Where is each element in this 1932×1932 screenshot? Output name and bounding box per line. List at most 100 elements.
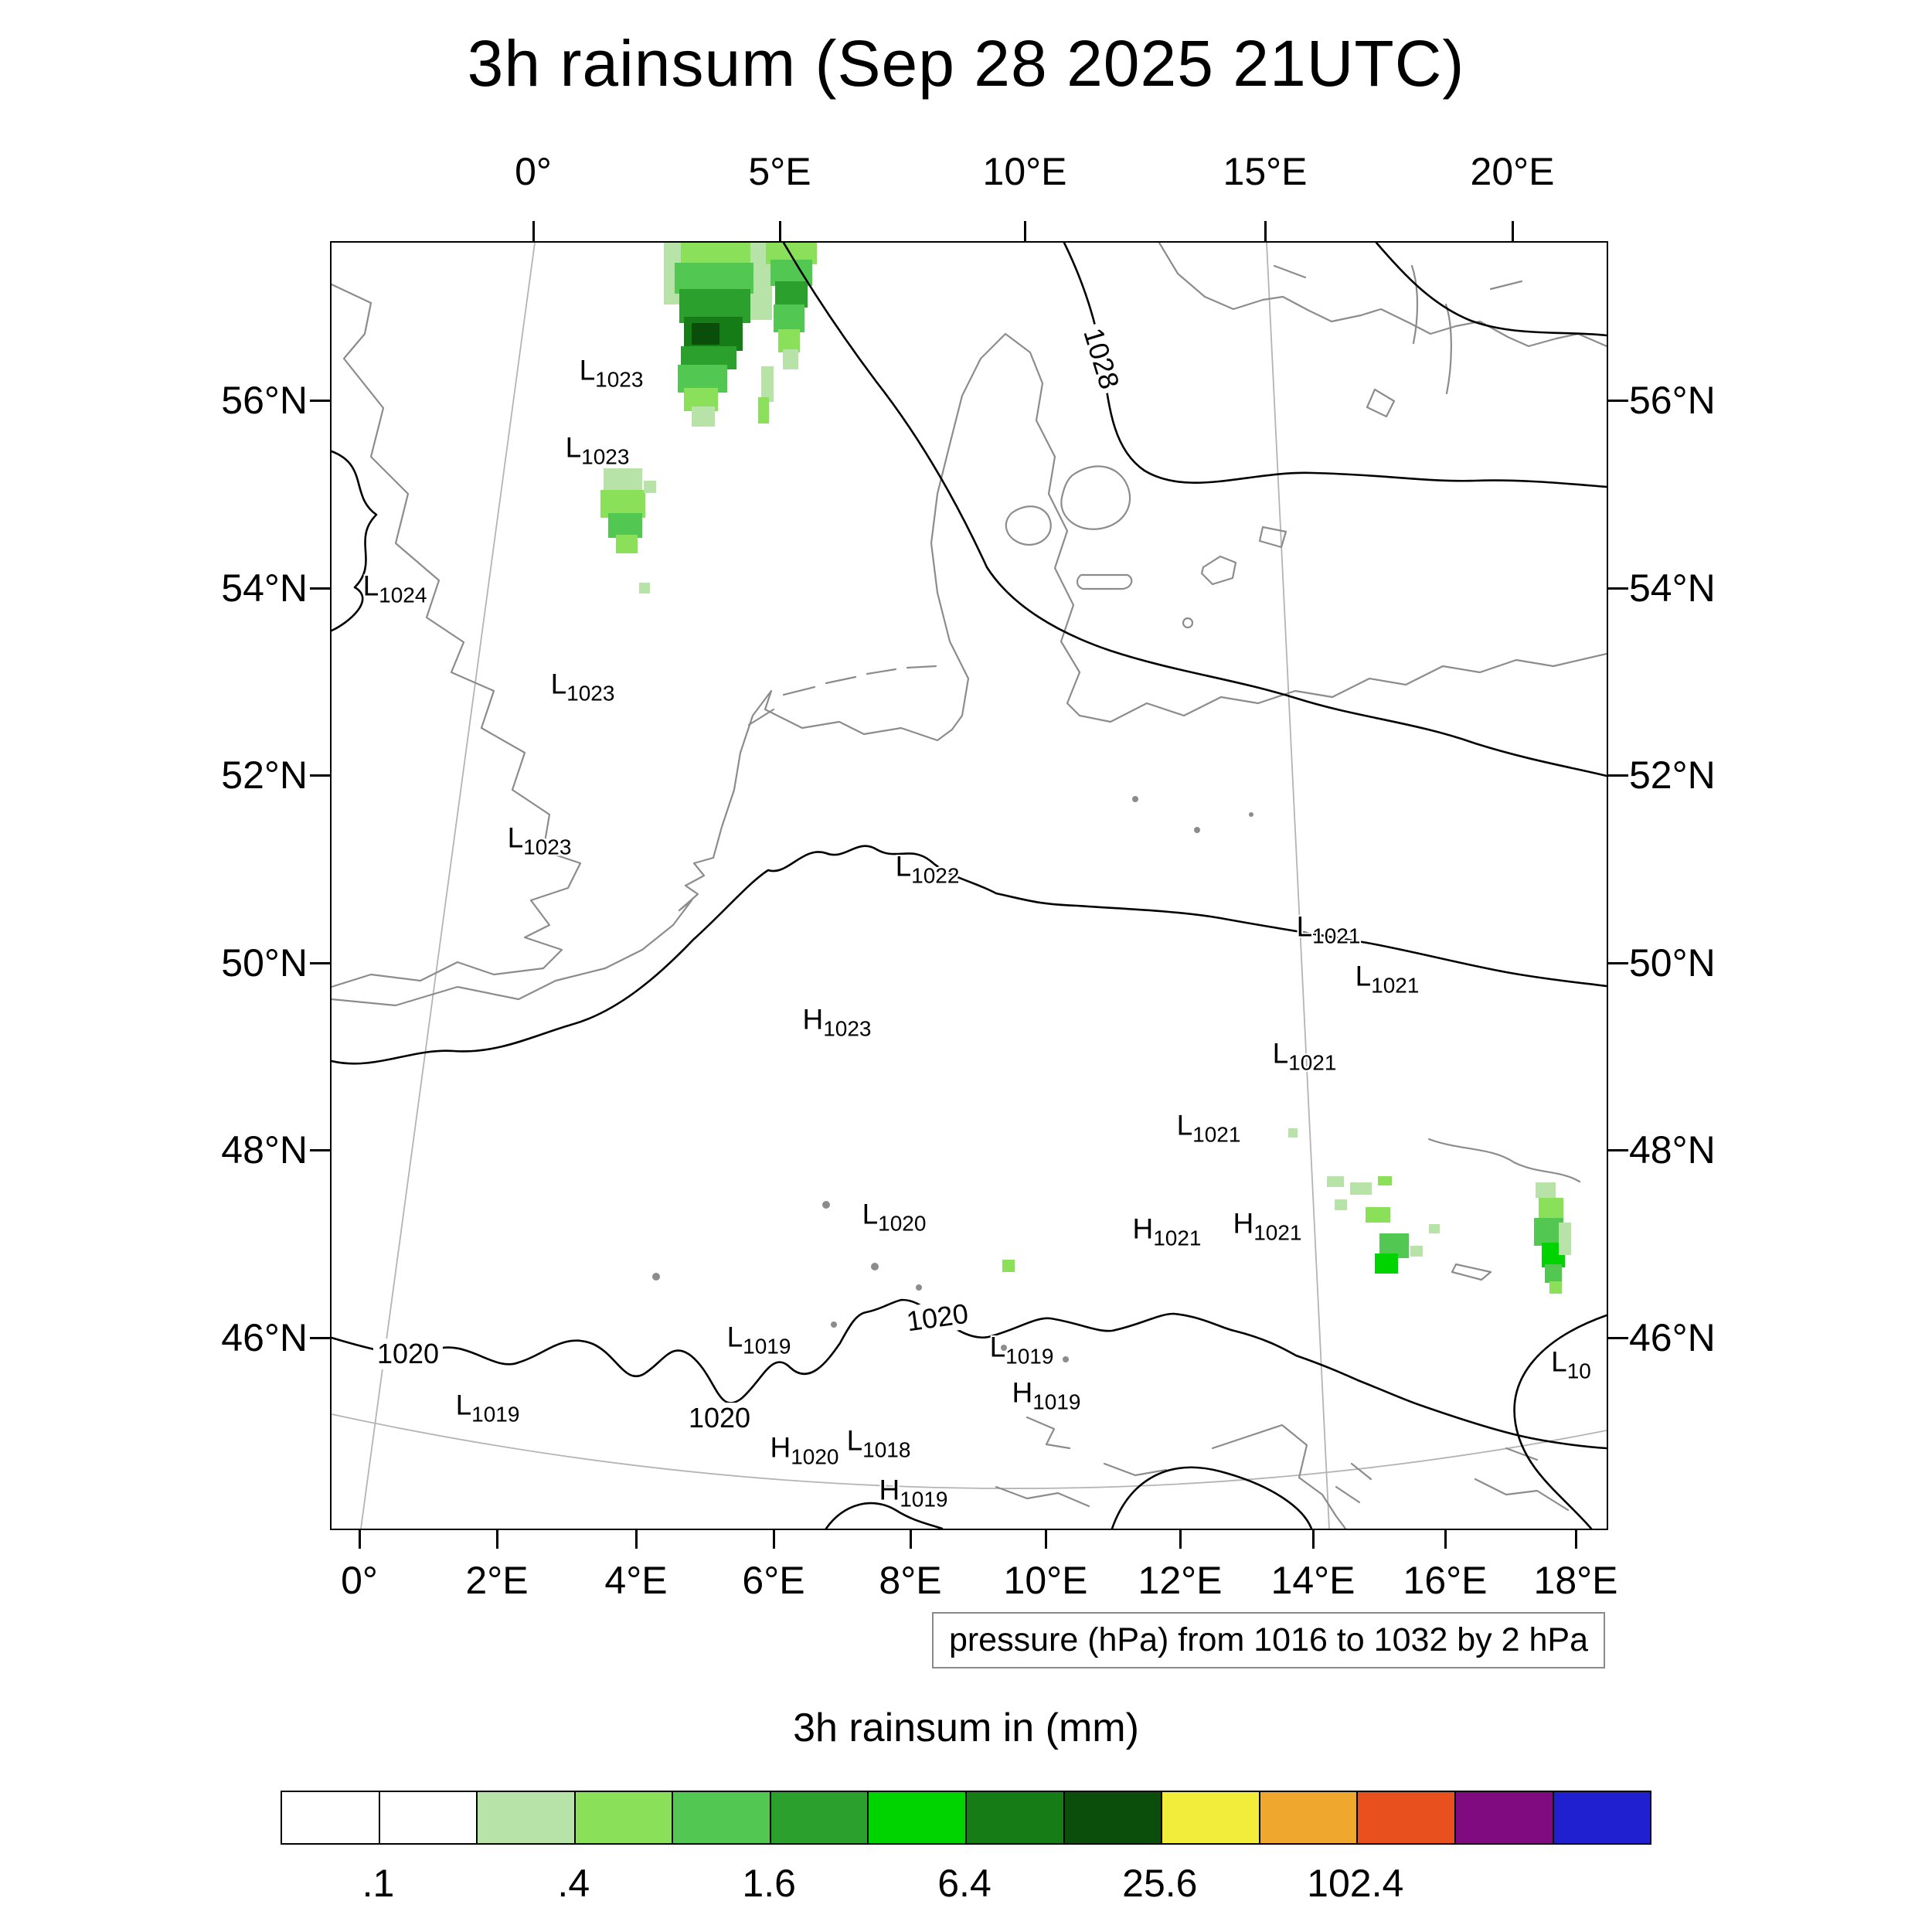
pressure-letter: H — [879, 1474, 900, 1506]
pressure-value: 1023 — [823, 1016, 872, 1041]
axis-tick-right — [1608, 1336, 1628, 1339]
rain-cell — [761, 366, 774, 402]
pressure-value: 1019 — [900, 1487, 948, 1512]
colorbar-cell — [282, 1792, 380, 1843]
colorbar-tick-label: .1 — [362, 1862, 395, 1905]
isobar-1030 — [1375, 243, 1607, 337]
rain-cell — [1549, 1281, 1562, 1294]
pressure-value: 1024 — [379, 583, 427, 607]
pressure-letter: L — [1296, 910, 1313, 943]
page-title: 3h rainsum (Sep 28 2025 21UTC) — [467, 27, 1465, 100]
axis-tick-bottom — [1044, 1529, 1047, 1549]
rain-cell — [1335, 1199, 1347, 1210]
pressure-letter: H — [1132, 1213, 1154, 1245]
pressure-value: 1021 — [1253, 1220, 1302, 1245]
rain-cell — [616, 535, 638, 553]
coast-britain — [332, 283, 582, 988]
pressure-value: 1023 — [523, 835, 572, 859]
pressure-center-label: L1023 — [508, 823, 572, 858]
parallel-45n — [332, 1413, 1607, 1489]
coast-sjaelland — [1060, 465, 1131, 530]
axis-tick-bottom — [1179, 1529, 1182, 1549]
map-frame: L1023 L1023 L1024 L1023 L1023 L1022 L1021 L1021… — [330, 241, 1608, 1530]
axis-tick-right — [1608, 399, 1628, 402]
rain-cell — [1288, 1128, 1298, 1138]
axis-tick-left — [310, 961, 330, 964]
axis-tick-right — [1608, 774, 1628, 777]
rain-cell — [1539, 1198, 1563, 1221]
axis-label-lon-top: 15°E — [1223, 150, 1308, 193]
pressure-center-label: L1022 — [896, 852, 960, 886]
pressure-letter: L — [507, 821, 524, 854]
meridian-15e — [1266, 243, 1330, 1529]
pressure-value: 1019 — [471, 1402, 520, 1427]
coast-bornholm — [1258, 526, 1287, 549]
pressure-letter: L — [989, 1331, 1006, 1363]
pressure-center-label: L1020 — [862, 1199, 927, 1234]
axis-label-lon-bottom: 10°E — [1003, 1559, 1088, 1602]
coast-adriatic — [1211, 1423, 1372, 1529]
pressure-center-label: L1019 — [727, 1322, 791, 1357]
pressure-letter: L — [862, 1198, 879, 1230]
coast-bottom-detail — [995, 1416, 1168, 1508]
rain-cell — [1534, 1218, 1563, 1246]
isobar-1026 — [782, 243, 1607, 777]
river-danube — [1427, 1138, 1581, 1183]
alpine-lakes — [652, 796, 1253, 1362]
pressure-center-label: L1023 — [580, 355, 644, 390]
pressure-center-label: H1023 — [802, 1005, 871, 1039]
axis-label-lon-bottom: 2°E — [465, 1559, 529, 1602]
axis-label-lat-left: 48°N — [221, 1128, 308, 1172]
rain-cell — [608, 513, 642, 538]
colorbar-tick-label: 102.4 — [1307, 1862, 1404, 1905]
coast-frisian-islands — [747, 665, 937, 726]
colorbar-cell — [575, 1792, 674, 1843]
pressure-value: 1022 — [911, 863, 960, 888]
pressure-center-label: L1023 — [551, 669, 615, 704]
axis-label-lat-left: 52°N — [221, 753, 308, 797]
pressure-letter: L — [362, 570, 379, 602]
pressure-center-label: L1019 — [456, 1390, 520, 1425]
axis-label-lon-bottom: 18°E — [1533, 1559, 1618, 1602]
isobars — [332, 243, 1607, 1529]
isobar-inline-label: 1020 — [684, 1403, 755, 1434]
pressure-letter: L — [1272, 1037, 1289, 1070]
rain-cell — [1366, 1207, 1390, 1223]
axis-tick-right — [1608, 961, 1628, 964]
pressure-letter: L — [550, 668, 567, 700]
axis-label-lon-top: 0° — [515, 150, 552, 193]
graticule-lines — [332, 243, 1607, 1529]
axis-tick-bottom — [772, 1529, 775, 1549]
pressure-letter: H — [770, 1431, 791, 1464]
axis-label-lat-left: 56°N — [221, 379, 308, 422]
colorbar-cell — [1553, 1792, 1651, 1843]
axis-label-lon-top: 20°E — [1470, 150, 1555, 193]
map-canvas — [332, 243, 1607, 1529]
pressure-center-label: H1019 — [879, 1475, 947, 1510]
pressure-center-label: L1021 — [1177, 1111, 1241, 1145]
pressure-letter: H — [802, 1003, 824, 1036]
pressure-center-label: H1021 — [1132, 1214, 1201, 1249]
pressure-center-label: L1018 — [847, 1426, 911, 1461]
coast-continent — [332, 332, 1607, 1007]
rain-cell — [1375, 1253, 1398, 1274]
pressure-value: 1020 — [791, 1444, 839, 1469]
rain-cell — [1429, 1224, 1440, 1233]
isobar-1024 — [332, 450, 378, 632]
isobar-bottom-small — [825, 1502, 944, 1529]
isobar-bottom-loop — [1111, 1466, 1313, 1529]
colorbar-cell — [869, 1792, 968, 1843]
pressure-center-label: L1021 — [1297, 912, 1361, 947]
pressure-letter: L — [1355, 960, 1372, 992]
axis-tick-bottom — [1444, 1529, 1447, 1549]
axis-label-lon-top: 5°E — [748, 150, 811, 193]
rain-cell — [1378, 1176, 1392, 1185]
axis-tick-left — [310, 1336, 330, 1339]
rain-cell — [675, 263, 753, 294]
rain-cell — [758, 397, 769, 423]
rain-cell — [644, 481, 656, 493]
axis-tick-top — [1511, 221, 1514, 241]
axis-label-lon-top: 10°E — [982, 150, 1067, 193]
lake-balaton — [1451, 1263, 1492, 1281]
pressure-value: 1021 — [1192, 1122, 1241, 1147]
